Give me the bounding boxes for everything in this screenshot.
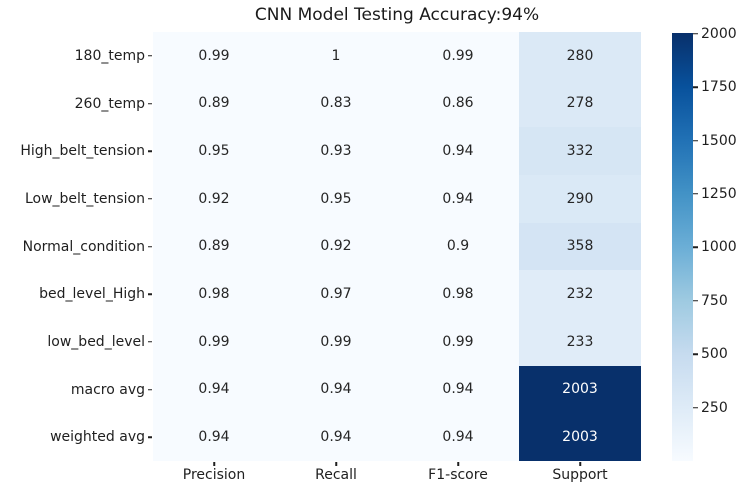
y-tick-label: High_belt_tension <box>20 143 145 160</box>
heatmap-cell: 0.99 <box>397 318 519 366</box>
y-tick-mark <box>148 198 152 200</box>
heatmap-cell: 290 <box>519 175 641 223</box>
heatmap-cell: 232 <box>519 270 641 318</box>
x-tick-label: Recall <box>315 467 357 483</box>
heatmap-cell: 0.97 <box>275 270 397 318</box>
heatmap-cell: 0.94 <box>275 365 397 414</box>
y-tick-label: weighted avg <box>50 429 145 446</box>
heatmap-cell: 0.94 <box>397 127 519 175</box>
colorbar-tick-label: 250 <box>701 399 728 416</box>
y-tick-label: macro avg <box>70 381 145 398</box>
colorbar-tick-label: 1750 <box>701 79 737 96</box>
heatmap-cell: 0.93 <box>275 127 397 175</box>
heatmap-cell: 233 <box>519 318 641 366</box>
heatmap-cell: 0.99 <box>275 318 397 366</box>
heatmap-cell: 0.99 <box>153 32 275 80</box>
heatmap-cell: 0.94 <box>153 365 275 414</box>
colorbar-tick-mark <box>693 406 698 409</box>
x-tick-mark <box>213 462 215 466</box>
x-tick-mark <box>579 462 581 466</box>
heatmap-cell: 1 <box>275 32 397 80</box>
colorbar-tick-label: 750 <box>701 292 728 309</box>
heatmap-cell: 358 <box>519 222 641 271</box>
heatmap-cell: 0.94 <box>153 413 275 461</box>
colorbar-tick-label: 1000 <box>701 239 737 256</box>
heatmap-cell: 0.86 <box>397 79 519 128</box>
heatmap-cell: 0.92 <box>153 175 275 223</box>
heatmap-cell: 278 <box>519 79 641 128</box>
x-tick-mark <box>457 462 459 466</box>
heatmap-cell: 0.94 <box>397 365 519 414</box>
heatmap-cell: 0.92 <box>275 222 397 271</box>
y-tick-mark <box>148 388 152 391</box>
y-tick-mark <box>148 102 152 105</box>
colorbar-tick-label: 1250 <box>701 185 737 202</box>
x-tick-label: Precision <box>182 467 246 483</box>
heatmap-cell: 0.89 <box>153 222 275 271</box>
y-tick-mark <box>148 293 152 295</box>
y-tick-mark <box>148 436 152 438</box>
y-tick-label: low_bed_level <box>47 333 145 350</box>
heatmap-cell: 0.98 <box>153 270 275 318</box>
heatmap-cell: 0.99 <box>397 32 519 80</box>
y-tick-label: Normal_condition <box>22 238 145 255</box>
y-tick-mark <box>148 55 152 57</box>
y-tick-label: bed_level_High <box>39 286 145 303</box>
heatmap-grid: 0.99 1 0.99 280 0.89 0.83 0.86 278 0.95 0.93 0.94 3… <box>153 32 641 461</box>
colorbar-tick-label: 1500 <box>701 132 737 149</box>
heatmap-cell: 0.99 <box>153 318 275 366</box>
heatmap-cell: 332 <box>519 127 641 175</box>
y-tick-label: 180_temp <box>74 47 145 64</box>
heatmap-cell: 0.94 <box>397 413 519 461</box>
colorbar-tick-mark <box>693 353 698 356</box>
colorbar-tick-mark <box>693 300 698 302</box>
heatmap-cell: 0.98 <box>397 270 519 318</box>
x-tick-label: Support <box>552 467 608 483</box>
y-tick-mark <box>148 341 152 343</box>
heatmap-cell: 2003 <box>519 365 641 414</box>
heatmap-cell: 2003 <box>519 413 641 461</box>
heatmap-cell: 0.83 <box>275 79 397 128</box>
x-tick-label: F1-score <box>428 467 488 483</box>
y-tick-label: Low_belt_tension <box>24 190 145 207</box>
y-tick-mark <box>148 150 152 152</box>
colorbar-tick-mark <box>693 139 698 142</box>
heatmap-cell: 0.95 <box>275 175 397 223</box>
y-tick-label: 260_temp <box>74 95 145 112</box>
colorbar-tick-mark <box>693 193 698 195</box>
chart-title: CNN Model Testing Accuracy:94% <box>254 5 540 25</box>
heatmap-cell: 0.89 <box>153 79 275 128</box>
colorbar-tick-mark <box>693 86 698 88</box>
heatmap-cell: 0.95 <box>153 127 275 175</box>
heatmap-cell: 280 <box>519 32 641 80</box>
colorbar-tick-label: 2000 <box>701 25 737 42</box>
heatmap-cell: 0.94 <box>397 175 519 223</box>
x-tick-mark <box>335 462 337 466</box>
colorbar-tick-mark <box>693 246 698 249</box>
colorbar-tick-mark <box>693 32 698 35</box>
colorbar-tick-label: 500 <box>701 346 728 363</box>
y-tick-mark <box>148 245 152 248</box>
heatmap-cell: 0.9 <box>397 222 519 271</box>
heatmap-cell: 0.94 <box>275 413 397 461</box>
colorbar-gradient <box>672 33 693 461</box>
